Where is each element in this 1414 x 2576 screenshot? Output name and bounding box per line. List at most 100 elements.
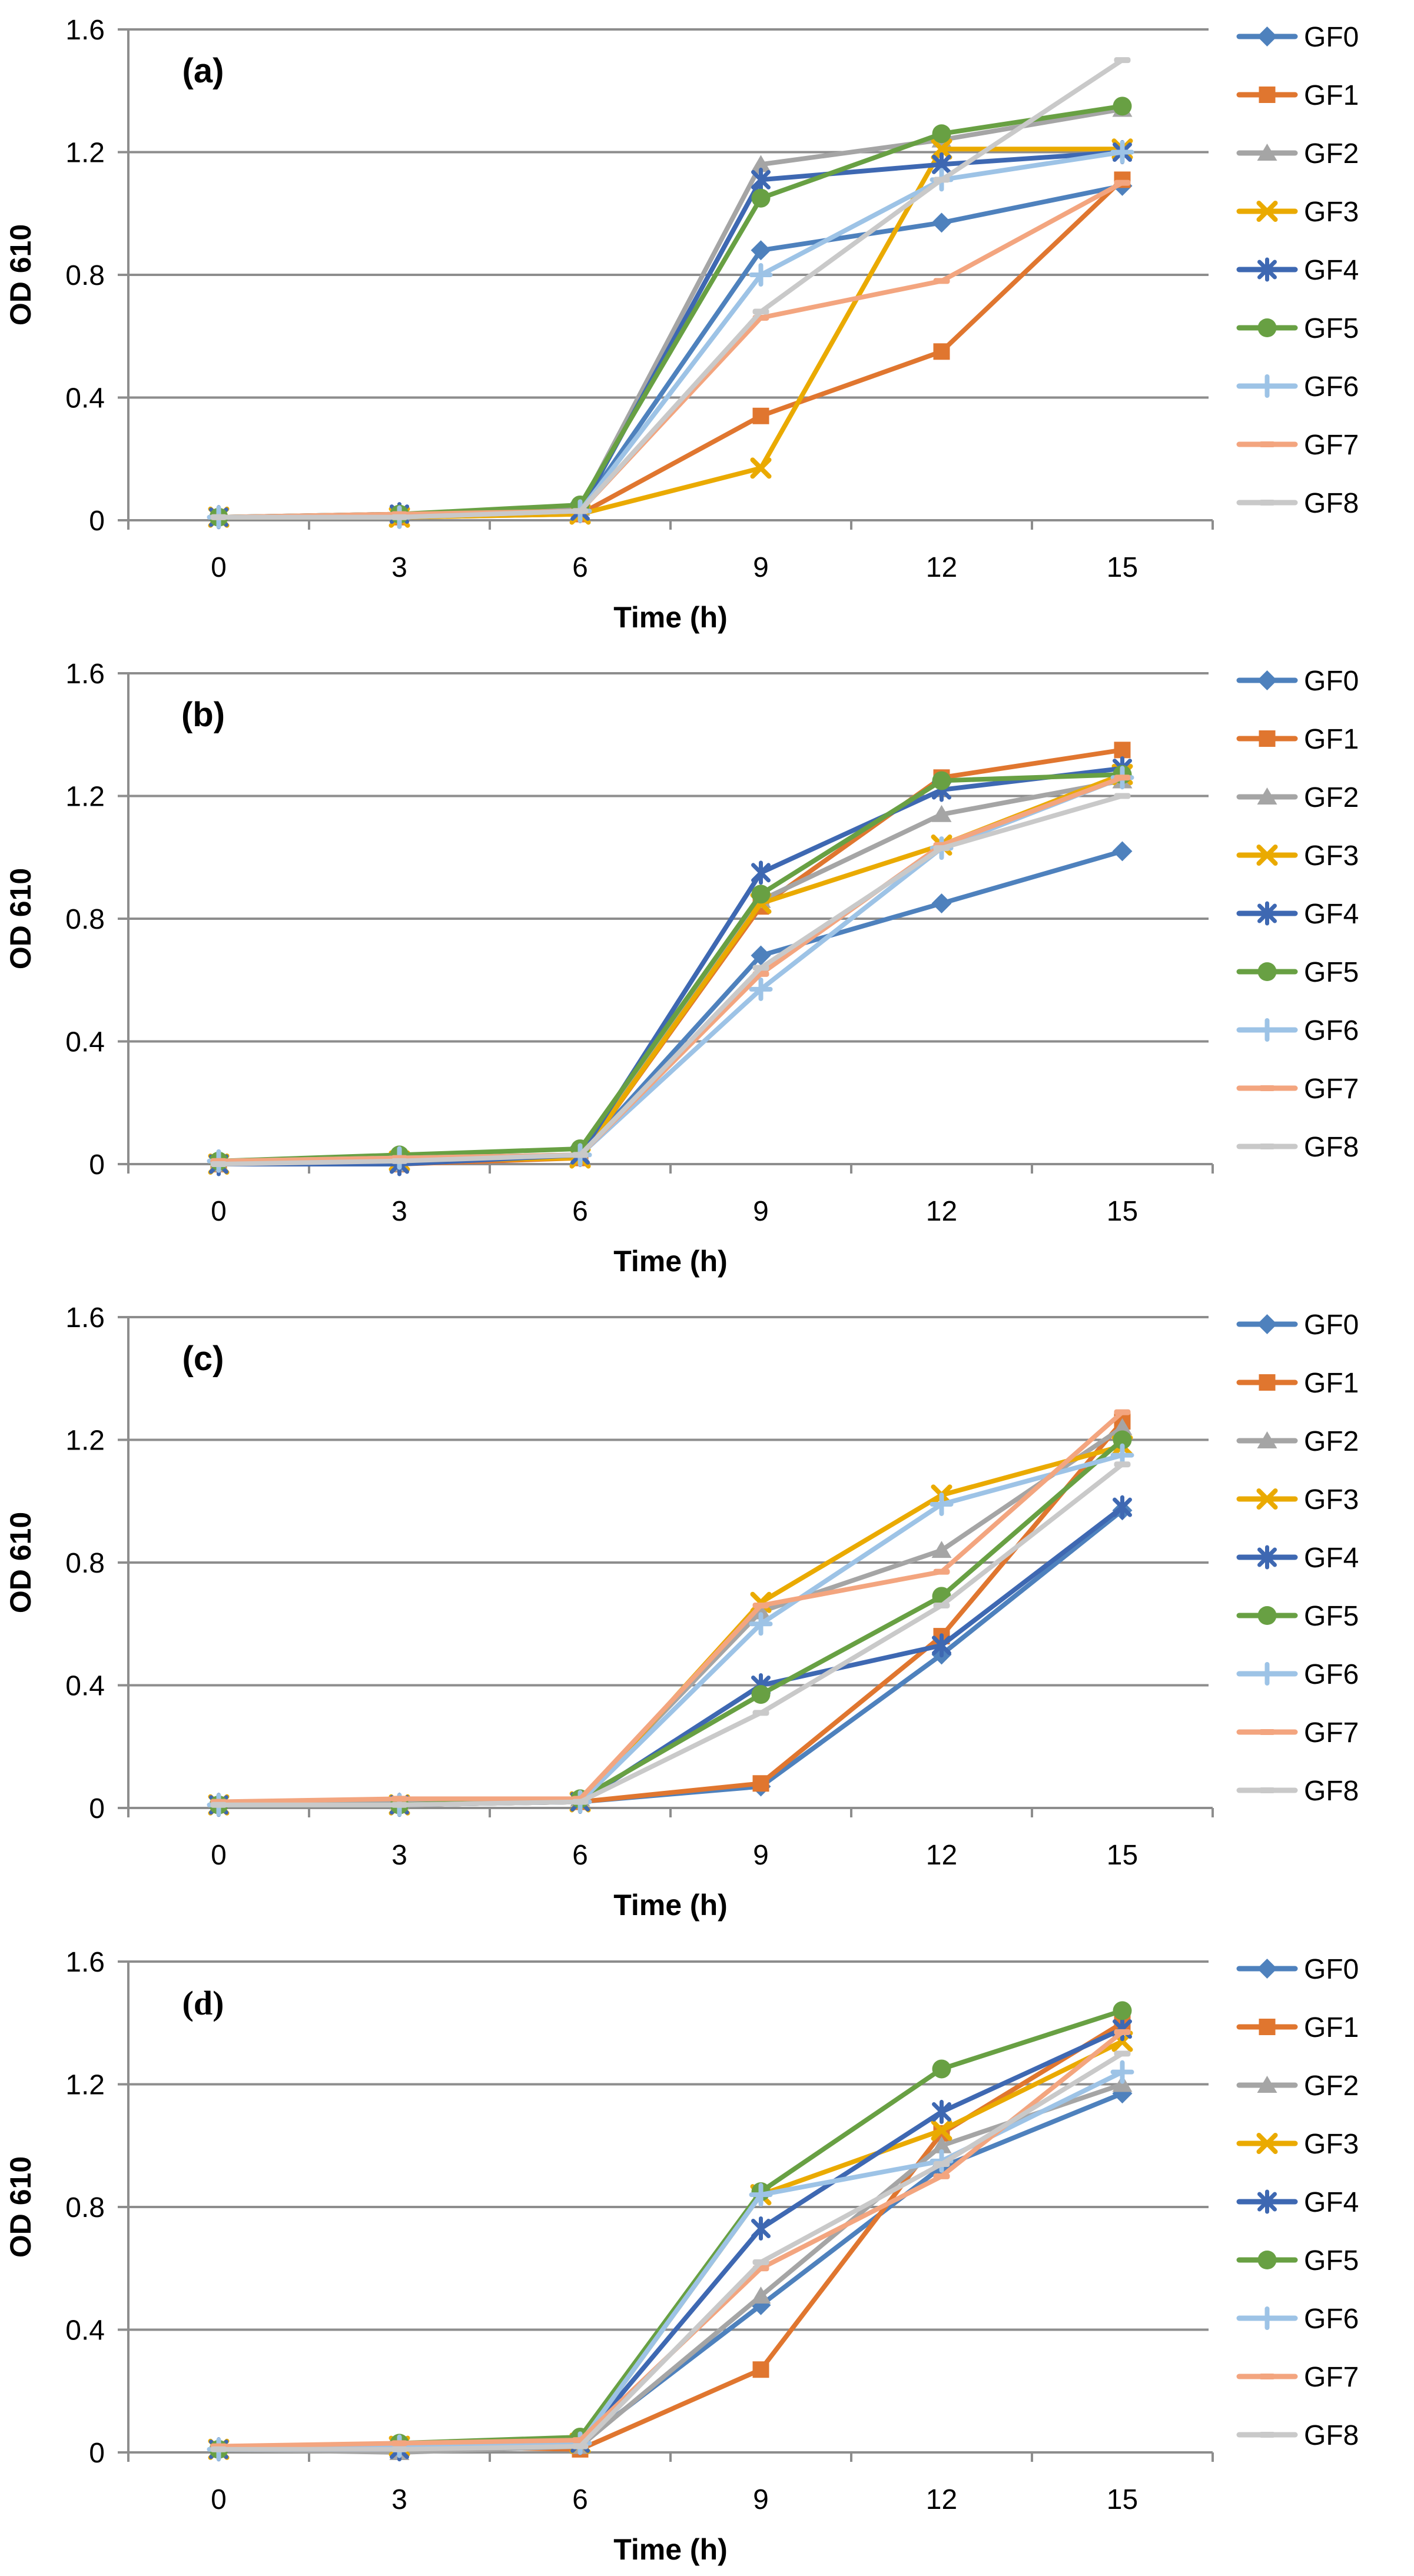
legend-marker-GF7 [1259,1085,1276,1091]
dash-marker-icon [1114,2029,1131,2035]
y-tick-label: 1.2 [65,782,105,813]
legend-marker-GF6 [1255,1018,1279,1042]
legend-item-GF0: GF0 [1236,1309,1359,1341]
triangle-marker-icon [931,1541,952,1558]
triangle-marker-icon [931,805,952,822]
legend-label: GF3 [1304,2129,1359,2160]
data-point-GF7 [391,2440,408,2447]
legend-item-GF3: GF3 [1236,1484,1359,1515]
series-line-GF4 [216,766,1125,1166]
dash-marker-icon [391,1158,408,1164]
dash-marker-icon [1114,793,1131,799]
data-point-GF7 [1114,180,1131,186]
series-line-GF2 [216,107,1125,520]
data-point-GF0 [931,893,952,913]
y-axis-title: OD 610 [4,1512,37,1613]
triangle-marker-icon [1112,1418,1133,1435]
circle-marker-icon [1113,1430,1132,1450]
data-point-GF8 [391,2446,408,2452]
triangle-marker-icon [931,2136,952,2153]
triangle-marker-icon [1257,1431,1277,1448]
data-point-GF8 [391,1801,408,1808]
data-point-GF2 [751,155,771,172]
dash-marker-icon [933,1568,950,1575]
legend-label: GF4 [1304,1543,1359,1574]
dash-marker-icon [752,965,769,971]
legend-label: GF7 [1304,1073,1359,1105]
x-tick-label: 15 [1107,2484,1138,2515]
chart-panel-c: 0 0.4 0.8 1.2 1.6 0 3 6 9 12 15 GF0 GF1 GF2 GF3 GF4 GF5 G… [4,1302,1359,1922]
data-point-GF7 [752,1602,769,1608]
y-tick-label: 0.4 [65,383,105,414]
x-axis-title: Time (h) [613,1245,728,1278]
data-point-GF1 [1114,742,1131,759]
legend-label: GF5 [1304,2245,1359,2276]
triangle-marker-icon [751,1602,771,1620]
panel-d: 0 0.4 0.8 1.2 1.6 0 3 6 9 12 15 GF0 GF1 GF2 GF3 GF4 GF5 G… [0,1932,1414,2576]
triangle-marker-icon [1257,144,1277,161]
dash-marker-icon [391,1796,408,1802]
plus-marker-icon [1255,374,1279,398]
legend-item-GF0: GF0 [1236,22,1359,53]
x-tick-label: 12 [926,1840,957,1871]
legend-label: GF3 [1304,840,1359,872]
legend-item-GF8: GF8 [1236,1776,1359,1807]
legend-marker-GF5 [1257,318,1277,337]
legend-label: GF5 [1304,1601,1359,1632]
legend-label: GF0 [1304,1954,1359,1985]
data-point-GF2 [931,1541,952,1558]
legend-marker-GF4 [1257,1545,1277,1570]
y-axis-title: OD 610 [4,868,37,969]
dash-marker-icon [933,278,950,284]
data-point-GF4 [751,2216,771,2241]
legend-item-GF8: GF8 [1236,488,1359,519]
data-point-GF8 [1114,57,1131,64]
y-tick-label: 1.2 [65,2070,105,2101]
legend-label: GF1 [1304,80,1359,111]
square-marker-icon [1259,2019,1276,2035]
y-tick-label: 0.8 [65,1548,105,1579]
legend-label: GF2 [1304,138,1359,169]
y-tick-label: 0 [89,506,105,537]
dash-marker-icon [933,2173,950,2179]
dash-marker-icon [752,1602,769,1608]
legend-item-GF7: GF7 [1236,430,1359,461]
legend-label: GF3 [1304,1484,1359,1515]
x-tick-label: 15 [1107,1196,1138,1227]
diamond-marker-icon [931,893,952,913]
x-tick-label: 15 [1107,1840,1138,1871]
legend-item-GF2: GF2 [1236,782,1359,813]
data-point-GF0 [1112,2083,1133,2104]
y-axis-title: OD 610 [4,224,37,325]
legend-marker-GF3 [1256,845,1278,866]
x-marker-icon [1256,201,1278,222]
x-marker-icon [1256,845,1278,866]
legend-item-GF1: GF1 [1236,1368,1359,1399]
legend-label: GF7 [1304,2362,1359,2393]
chart-panel-a: 0 0.4 0.8 1.2 1.6 0 3 6 9 12 15 GF0 GF1 GF2 GF3 GF4 GF5 G… [4,15,1359,634]
dash-marker-icon [1259,1085,1276,1091]
series-line-GF8 [216,1462,1125,1807]
legend-marker-GF0 [1257,1314,1277,1334]
data-point-GF3 [750,457,772,479]
legend-item-GF2: GF2 [1236,1426,1359,1457]
data-point-GF2 [751,1602,771,1620]
x-tick-label: 3 [391,552,407,583]
series-line-GF1 [216,747,1125,1166]
circle-marker-icon [1257,318,1277,337]
triangle-marker-icon [1257,2076,1277,2093]
dash-marker-icon [752,308,769,315]
plus-marker-icon [749,2183,773,2207]
legend-marker-GF3 [1256,2133,1278,2154]
data-point-GF8 [752,965,769,971]
x-tick-label: 9 [753,1840,769,1871]
x-marker-icon [750,457,772,479]
legend-marker-GF6 [1255,374,1279,398]
square-marker-icon [1114,742,1131,759]
series-line-GF0 [216,2091,1125,2452]
x-axis-title: Time (h) [613,1889,728,1922]
data-point-GF5 [1113,2001,1132,2020]
data-point-GF8 [210,2446,227,2452]
plus-marker-icon [749,977,773,1001]
